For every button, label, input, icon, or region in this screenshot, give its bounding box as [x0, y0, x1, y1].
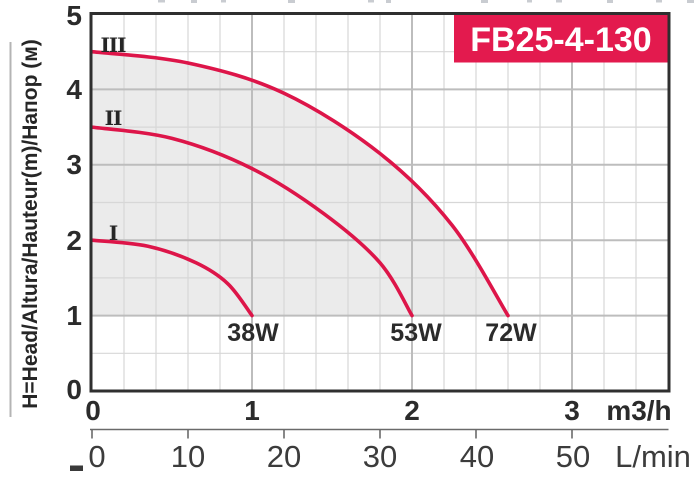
x-lmin-20: 20 [267, 439, 301, 472]
curve-speed-II [90, 125, 414, 318]
curve-speed-III [90, 49, 510, 318]
performance-curves [90, 49, 510, 318]
power-label-72w: 72W [485, 319, 537, 347]
cropped-text-artifact-bottom [70, 465, 83, 471]
operating-area-shade [92, 51, 508, 316]
model-badge-label: FB25-4-130 [470, 21, 651, 59]
y-tick-1: 1 [66, 300, 82, 331]
speed-label-II: II [105, 106, 122, 130]
grid-minor [91, 13, 669, 391]
x-lmin-50: 50 [556, 439, 590, 472]
x-lmin-10: 10 [171, 439, 205, 472]
x-axis-secondary-labels: 0 10 20 30 40 50 L/min [88, 439, 691, 474]
x-lmin-0: 0 [88, 439, 105, 472]
speed-label-III: III [100, 33, 126, 57]
y-tick-2: 2 [66, 225, 82, 256]
y-tick-5: 5 [66, 0, 82, 31]
x-m3h-1: 1 [244, 395, 260, 426]
x-m3h-0: 0 [85, 395, 101, 426]
model-badge [454, 14, 668, 63]
x-lmin-unit: L/min [615, 439, 691, 472]
grid-major [91, 13, 669, 391]
speed-labels: III II I [100, 33, 127, 245]
power-labels: 38W 53W 72W [227, 319, 537, 347]
y-axis-tick-labels: 5 4 3 2 1 0 [66, 0, 82, 405]
speed-label-I: I [109, 221, 118, 245]
y-axis-title: H=Head/Altura/Hauteur(m)/Напор (м) [19, 39, 42, 409]
curve-speed-I [90, 238, 254, 318]
x-m3h-2: 2 [404, 395, 420, 426]
x-m3h-unit: m3/h [606, 395, 671, 426]
plot-border [89, 12, 671, 393]
x-axis-secondary-ruler [90, 428, 669, 439]
y-tick-0: 0 [66, 374, 82, 405]
y-tick-4: 4 [66, 74, 82, 105]
x-m3h-3: 3 [564, 395, 580, 426]
y-tick-3: 3 [66, 149, 82, 180]
x-axis-primary-labels: 0 1 2 3 m3/h [85, 395, 671, 426]
power-label-38w: 38W [227, 319, 279, 347]
power-label-53w: 53W [390, 319, 442, 347]
x-lmin-40: 40 [460, 439, 494, 472]
x-lmin-30: 30 [363, 439, 397, 472]
cropped-text-artifacts-top [158, 0, 694, 3]
